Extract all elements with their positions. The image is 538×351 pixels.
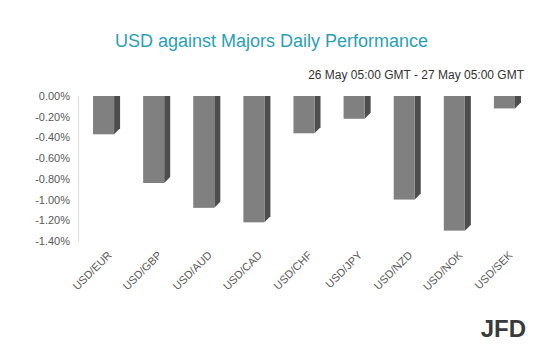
- bar: [243, 96, 264, 222]
- bar: [193, 96, 214, 208]
- bar-side: [365, 96, 371, 119]
- bar: [344, 96, 365, 119]
- y-tick-label: -0.20%: [35, 111, 70, 123]
- y-tick: -0.40%: [35, 131, 78, 143]
- x-tick-label: USD/EUR: [70, 249, 114, 293]
- y-tick: 0.00%: [39, 90, 78, 102]
- y-tick-label: -0.60%: [35, 152, 70, 164]
- x-tick: USD/GBP: [120, 245, 163, 292]
- y-tick: -0.20%: [35, 111, 78, 123]
- y-axis-line: [78, 97, 79, 242]
- y-tick: -1.00%: [35, 194, 78, 206]
- x-tick: USD/EUR: [70, 245, 114, 292]
- x-tick: USD/NZD: [371, 245, 414, 292]
- bars: [93, 96, 521, 231]
- bar: [394, 96, 415, 200]
- y-tick: -1.20%: [35, 214, 78, 226]
- subtitle: 26 May 05:00 GMT - 27 May 05:00 GMT: [308, 68, 525, 82]
- x-tick: USD/AUD: [171, 245, 215, 292]
- bar-side: [264, 96, 270, 222]
- bar: [494, 96, 515, 108]
- x-tick: USD/SEK: [472, 245, 515, 291]
- bar-side: [465, 96, 471, 231]
- chart-container: USD against Majors Daily Performance 26 M…: [0, 0, 538, 351]
- x-tick-label: USD/NOK: [421, 248, 465, 292]
- bar: [143, 96, 164, 183]
- bar: [93, 96, 114, 134]
- x-tick-label: USD/CAD: [221, 249, 265, 293]
- bar-side: [214, 96, 220, 208]
- title: USD against Majors Daily Performance: [115, 31, 428, 51]
- bar-side: [114, 96, 120, 134]
- y-axis: 0.00% -0.20% -0.40% -0.60% -0.80% -1.00% -1.20…: [35, 90, 78, 247]
- bar: [293, 96, 314, 133]
- x-tick-label: USD/SEK: [472, 248, 515, 291]
- x-tick-label: USD/AUD: [171, 249, 215, 293]
- y-tick-label: -1.20%: [35, 214, 70, 226]
- y-tick-label: -0.40%: [35, 131, 70, 143]
- y-tick-label: -0.80%: [35, 173, 70, 185]
- y-tick: -0.60%: [35, 152, 78, 164]
- logo: JFD: [481, 315, 526, 342]
- x-tick-label: USD/GBP: [120, 249, 163, 292]
- x-tick-label: USD/CHF: [271, 249, 314, 292]
- background: [0, 0, 538, 351]
- bar: [444, 96, 465, 231]
- x-tick: USD/JPY: [323, 245, 365, 290]
- y-tick-label: -1.40%: [35, 235, 70, 247]
- x-tick: USD/CHF: [271, 245, 314, 292]
- x-tick-label: USD/NZD: [371, 249, 414, 292]
- x-tick-label: USD/JPY: [323, 248, 365, 290]
- y-tick-label: -1.00%: [35, 194, 70, 206]
- y-tick: -0.80%: [35, 173, 78, 185]
- bar-side: [315, 96, 321, 133]
- bar-side: [515, 96, 521, 108]
- x-tick: USD/NOK: [421, 245, 465, 293]
- x-tick: USD/CAD: [221, 245, 265, 292]
- chart-svg: USD against Majors Daily Performance 26 M…: [0, 0, 538, 351]
- y-tick: -1.40%: [35, 235, 78, 247]
- x-axis: USD/EURUSD/GBPUSD/AUDUSD/CADUSD/CHFUSD/J…: [70, 245, 515, 293]
- bar-side: [415, 96, 421, 200]
- y-tick-label: 0.00%: [39, 90, 70, 102]
- bar-side: [164, 96, 170, 183]
